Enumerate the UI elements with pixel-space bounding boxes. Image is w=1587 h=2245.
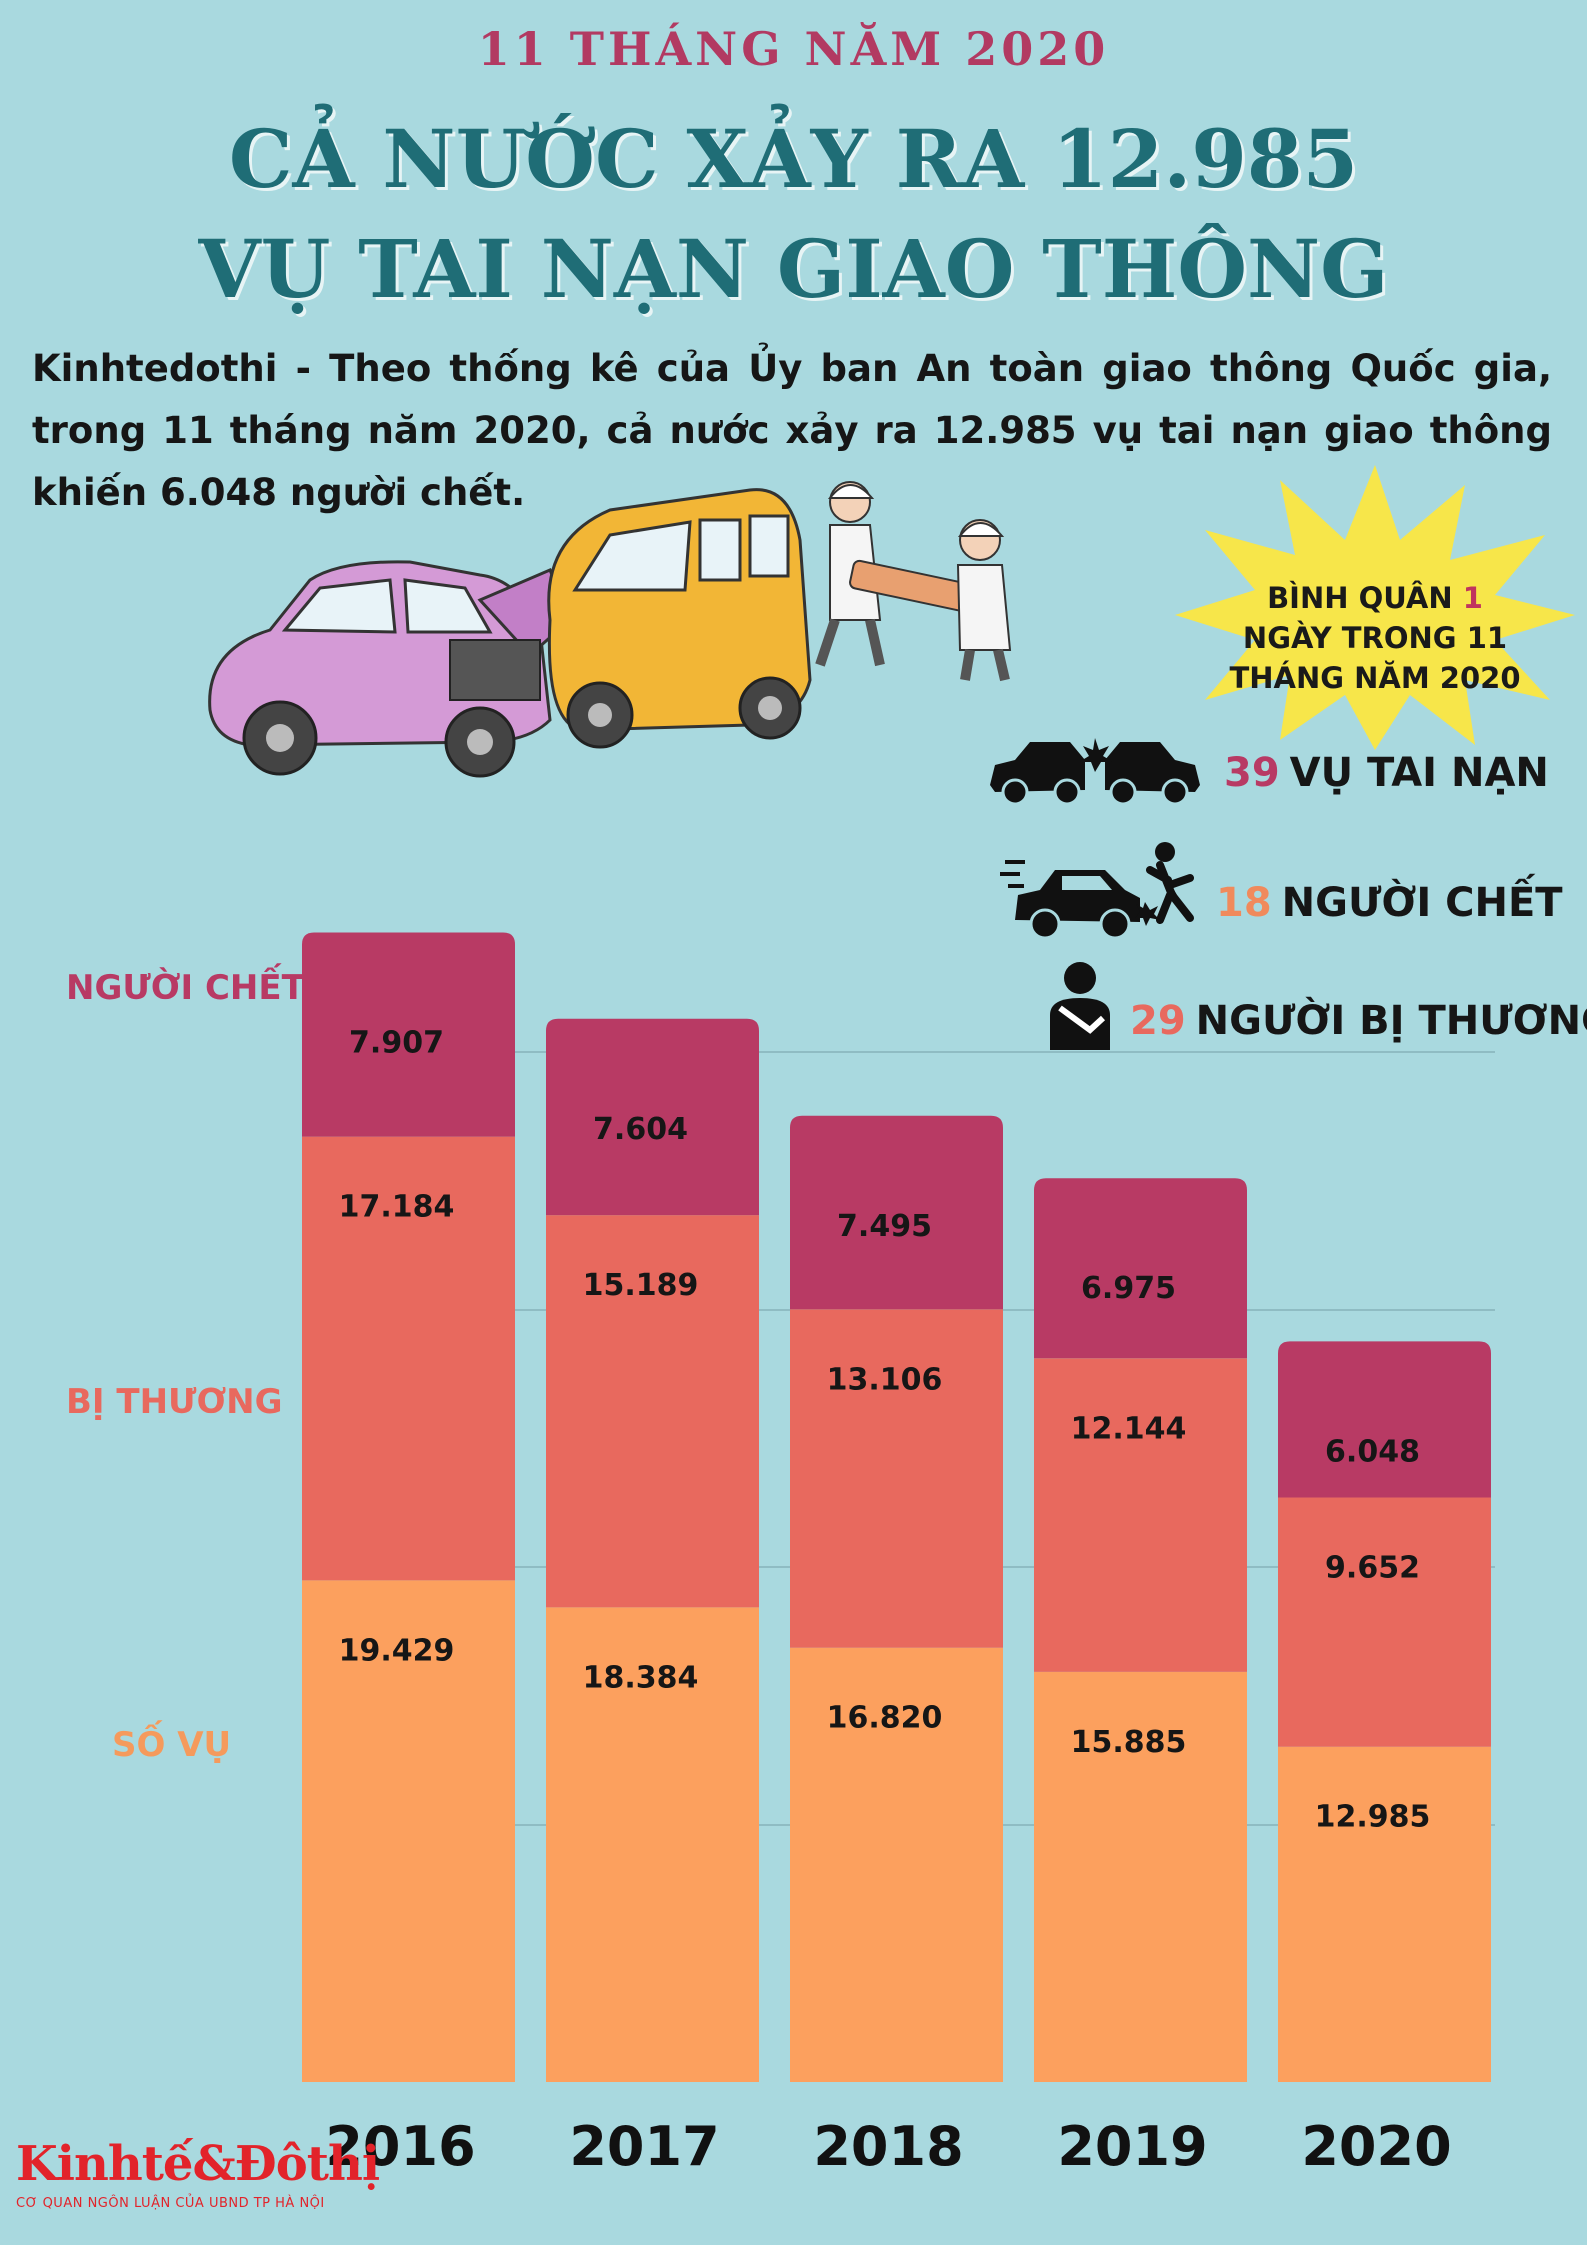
stat-deaths-value: 18 <box>1216 880 1272 926</box>
bar-so-vu-2017 <box>546 1607 759 2082</box>
bar-nguoi-chet-2019 <box>1034 1178 1247 1359</box>
x-tick-label-2019: 2019 <box>1057 2115 1207 2178</box>
bar-so-vu-2019 <box>1034 1671 1247 2082</box>
stat-injured-label: NGƯỜI BỊ THƯƠNG <box>1195 998 1587 1044</box>
side-label-nguoi-chet: NGƯỜI CHẾT <box>66 968 305 1008</box>
logo: Kinhtế&Đôthị <box>16 2136 380 2192</box>
data-label-so-vu-2018: 16.820 <box>827 1701 943 1736</box>
pink-car-illustration <box>208 560 572 778</box>
title-line-1: CẢ NƯỚC XẢY RA 12.985 <box>228 112 1359 206</box>
bar-nguoi-chet-2020 <box>1278 1341 1491 1498</box>
heading-line-1: BÌNH QUÂN <box>1267 581 1463 615</box>
stat-deaths: 18 NGƯỜI CHẾT <box>1216 880 1563 926</box>
bar-bi-thuong-2016 <box>302 1136 515 1581</box>
data-label-bi-thuong-2017: 15.189 <box>583 1268 699 1303</box>
bar-nguoi-chet-2018 <box>790 1115 1003 1310</box>
data-label-nguoi-chet-2017: 7.604 <box>593 1112 688 1147</box>
data-label-bi-thuong-2020: 9.652 <box>1325 1551 1420 1586</box>
data-label-bi-thuong-2016: 17.184 <box>339 1190 455 1225</box>
bar-bi-thuong-2017 <box>546 1215 759 1608</box>
stat-accidents-value: 39 <box>1224 750 1280 796</box>
data-label-nguoi-chet-2018: 7.495 <box>837 1209 932 1244</box>
logo-subtitle: CƠ QUAN NGÔN LUẬN CỦA UBND TP HÀ NỘI <box>16 2196 325 2211</box>
bar-so-vu-2020 <box>1278 1746 1491 2082</box>
data-label-so-vu-2017: 18.384 <box>583 1660 699 1695</box>
starburst-icon <box>1175 465 1575 750</box>
x-tick-label-2018: 2018 <box>813 2115 963 2178</box>
bar-bi-thuong-2020 <box>1278 1497 1491 1747</box>
x-tick-label-2017: 2017 <box>569 2115 719 2178</box>
side-label-bi-thuong: BỊ THƯƠNG <box>66 1382 283 1422</box>
data-label-nguoi-chet-2020: 6.048 <box>1325 1434 1420 1469</box>
stat-accidents-label: VỤ TAI NẠN <box>1289 750 1549 796</box>
stat-deaths-label: NGƯỜI CHẾT <box>1281 880 1563 926</box>
paramedics-illustration <box>815 481 1012 682</box>
injured-person-icon <box>1050 962 1110 1050</box>
stat-injured: 29 NGƯỜI BỊ THƯƠNG <box>1130 998 1587 1044</box>
data-label-nguoi-chet-2019: 6.975 <box>1081 1271 1176 1306</box>
title-line-2: VỤ TAI NẠN GIAO THÔNG <box>198 222 1389 316</box>
stat-injured-value: 29 <box>1130 998 1186 1044</box>
bar-bi-thuong-2019 <box>1034 1358 1247 1672</box>
data-label-so-vu-2016: 19.429 <box>339 1633 455 1668</box>
data-label-so-vu-2019: 15.885 <box>1071 1725 1187 1760</box>
daily-average-heading: BÌNH QUÂN 1 NGÀY TRONG 11 THÁNG NĂM 2020 <box>1210 578 1540 698</box>
bar-nguoi-chet-2016 <box>302 932 515 1137</box>
bar-so-vu-2018 <box>790 1647 1003 2082</box>
car-hit-pedestrian-icon <box>1000 842 1194 940</box>
kicker: 11 THÁNG NĂM 2020 <box>477 22 1110 76</box>
bar-bi-thuong-2018 <box>790 1309 1003 1648</box>
bar-nguoi-chet-2017 <box>546 1018 759 1216</box>
heading-line-3: THÁNG NĂM 2020 <box>1229 661 1521 695</box>
bar-so-vu-2016 <box>302 1580 515 2082</box>
heading-number: 1 <box>1462 581 1483 615</box>
car-crash-icon <box>990 738 1200 806</box>
side-label-so-vu: SỐ VỤ <box>112 1725 232 1765</box>
heading-line-2: NGÀY TRONG 11 <box>1242 621 1508 655</box>
data-label-nguoi-chet-2016: 7.907 <box>349 1025 444 1060</box>
x-tick-label-2020: 2020 <box>1301 2115 1451 2178</box>
x-tick-label-2016: 2016 <box>325 2115 475 2178</box>
yellow-van-illustration <box>547 488 812 749</box>
data-label-bi-thuong-2019: 12.144 <box>1071 1411 1187 1446</box>
data-label-so-vu-2020: 12.985 <box>1315 1800 1431 1835</box>
data-label-bi-thuong-2018: 13.106 <box>827 1362 943 1397</box>
intro-paragraph: Kinhtedothi - Theo thống kê của Ủy ban A… <box>32 347 1552 514</box>
stat-accidents: 39 VỤ TAI NẠN <box>1224 750 1549 796</box>
crash-illustration <box>208 481 1012 778</box>
